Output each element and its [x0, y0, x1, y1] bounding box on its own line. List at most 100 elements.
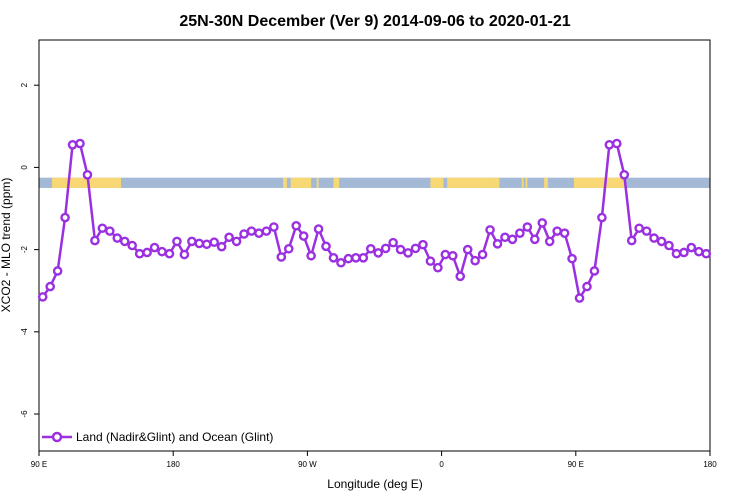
data-point: [440, 249, 451, 260]
data-point: [597, 212, 607, 223]
data-point: [485, 225, 495, 235]
land-segment: [490, 177, 500, 188]
data-point: [634, 223, 644, 234]
x-tick-label: 90 E: [31, 460, 47, 469]
data-point: [559, 228, 570, 238]
data-point: [313, 224, 324, 234]
data-point: [589, 266, 600, 276]
y-axis: 2 0 -2 -4 -6: [20, 82, 39, 418]
y-tick-label: -6: [20, 410, 29, 418]
data-point: [269, 222, 279, 232]
data-point: [239, 229, 249, 239]
data-point: [425, 256, 436, 266]
data-point: [373, 248, 384, 258]
land-segment: [430, 177, 444, 188]
data-point: [321, 241, 331, 252]
data-point: [97, 223, 108, 234]
data-point: [679, 247, 689, 258]
data-point: [134, 248, 145, 259]
data-point: [164, 248, 175, 259]
data-point: [119, 236, 130, 247]
data-point: [574, 293, 585, 303]
data-point: [380, 243, 391, 254]
chart-title: 25N-30N December (Ver 9) 2014-09-06 to 2…: [179, 13, 570, 30]
data-point: [82, 170, 93, 180]
data-point: [157, 246, 167, 257]
data-point: [365, 243, 376, 254]
data-point: [52, 266, 63, 276]
data-point: [694, 246, 704, 257]
data-point: [246, 226, 257, 236]
land-segment: [283, 177, 287, 188]
data-point: [604, 140, 615, 150]
data-point: [529, 234, 540, 245]
data-point: [395, 244, 406, 255]
ocean-band: [39, 177, 710, 188]
data-point: [105, 226, 115, 236]
land-segment: [333, 177, 340, 188]
data-point: [45, 281, 55, 292]
legend: Land (Nadir&Glint) and Ocean (Glint): [42, 430, 273, 444]
y-tick-label: -2: [20, 246, 29, 254]
data-point: [522, 222, 533, 232]
data-point: [216, 241, 227, 252]
x-tick-label: 0: [439, 460, 444, 469]
series-line: [41, 142, 707, 300]
data-point: [552, 226, 562, 236]
data-point: [201, 239, 212, 250]
data-point: [231, 236, 242, 247]
data-point: [500, 232, 510, 243]
y-tick-label: -4: [20, 328, 29, 336]
land-segment: [521, 177, 524, 188]
x-tick-label: 90 W: [298, 460, 317, 469]
data-point: [641, 226, 652, 236]
data-point: [403, 248, 413, 258]
land-segment: [52, 177, 122, 188]
data-point: [686, 242, 697, 253]
legend-label: Land (Nadir&Glint) and Ocean (Glint): [76, 430, 273, 444]
data-point: [388, 237, 398, 248]
data-point: [60, 212, 70, 223]
data-point: [194, 238, 205, 249]
data-point: [671, 248, 682, 259]
data-point: [664, 240, 674, 251]
data-point: [619, 170, 630, 180]
land-segment: [447, 177, 491, 188]
x-tick-label: 180: [703, 460, 717, 469]
data-point: [306, 250, 316, 261]
legend-marker-swatch: [51, 431, 63, 443]
data-point: [455, 271, 466, 282]
data-point: [291, 220, 302, 231]
data-point: [179, 249, 190, 260]
data-point: [142, 247, 152, 258]
data-point: [224, 232, 234, 243]
data-point: [612, 138, 622, 149]
y-tick-label: 2: [20, 82, 29, 87]
data-point: [626, 235, 637, 246]
data-point: [544, 236, 555, 247]
data-point: [649, 233, 659, 243]
data-point: [567, 253, 577, 264]
data-point: [298, 231, 309, 241]
data-point: [418, 239, 428, 250]
data-point: [149, 242, 160, 253]
x-tick-label: 90 E: [568, 460, 584, 469]
data-point: [701, 248, 712, 259]
data-point: [462, 244, 473, 255]
land-segment: [573, 177, 625, 188]
data-point: [67, 140, 78, 150]
data-point: [209, 237, 220, 248]
land-segment: [316, 177, 319, 188]
y-axis-label: XCO2 - MLO trend (ppm): [0, 178, 13, 313]
data-point: [37, 292, 48, 302]
land-segment: [525, 177, 528, 188]
data-point: [127, 240, 137, 251]
data-point: [515, 228, 525, 238]
y-tick-label: 0: [20, 165, 29, 170]
data-point: [492, 239, 503, 249]
data-point: [336, 257, 346, 268]
data-series: [37, 138, 712, 303]
data-point: [447, 250, 458, 261]
data-point: [358, 253, 369, 263]
